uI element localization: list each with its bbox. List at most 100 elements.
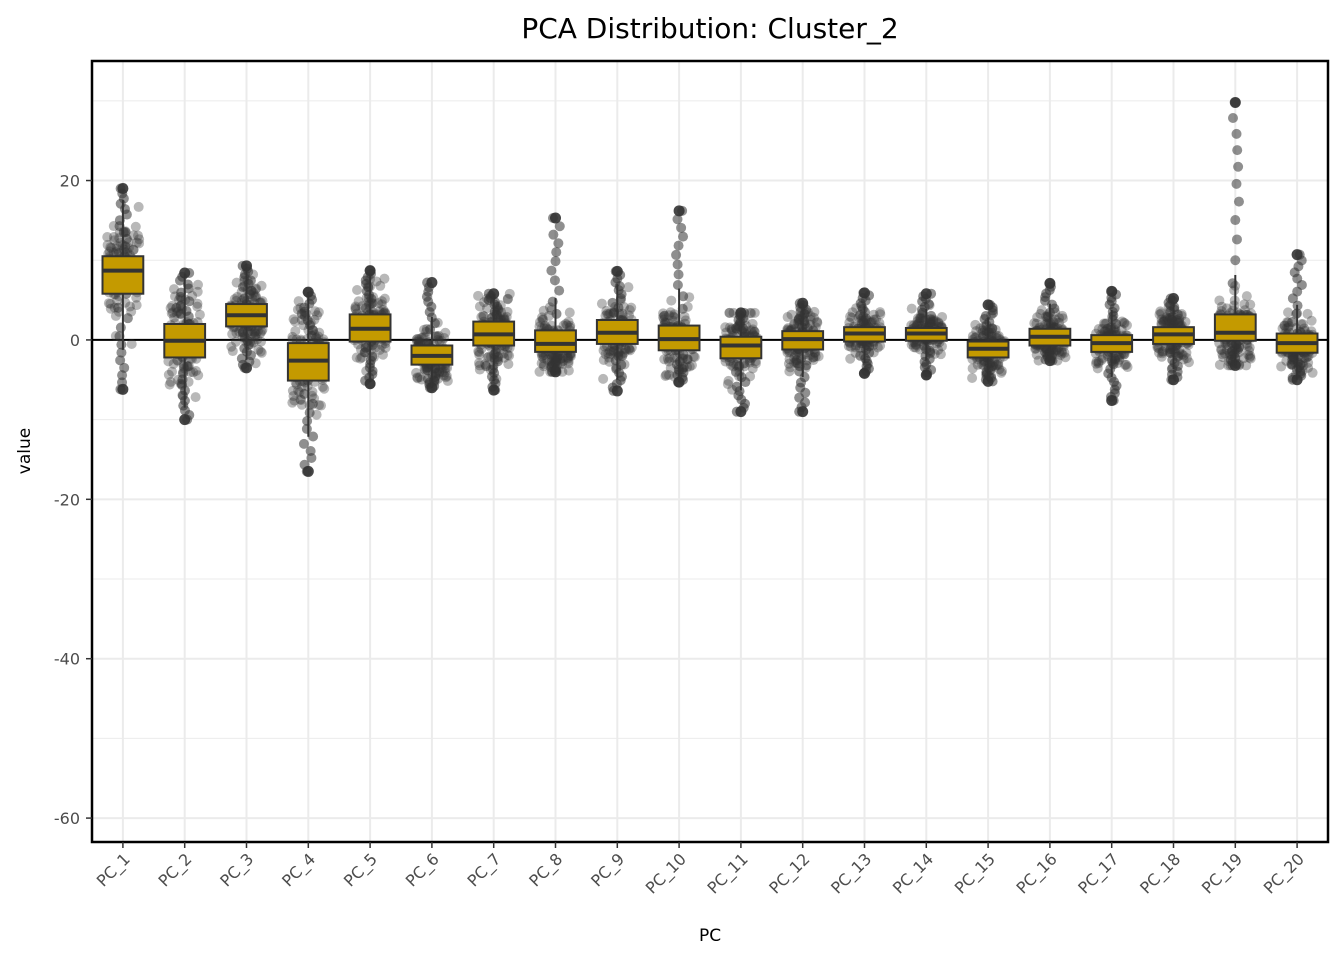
data-point xyxy=(720,322,731,333)
box-PC_1 xyxy=(101,255,145,295)
data-point xyxy=(287,331,298,342)
outlier-point xyxy=(611,385,623,397)
data-point xyxy=(1056,346,1067,357)
data-point xyxy=(440,363,451,374)
data-point xyxy=(548,229,559,240)
data-point xyxy=(1241,360,1252,371)
data-point xyxy=(227,346,238,357)
data-point xyxy=(563,358,574,369)
data-point xyxy=(812,317,823,328)
data-point xyxy=(110,310,121,321)
data-point xyxy=(1057,347,1068,358)
data-point xyxy=(441,370,452,381)
data-point xyxy=(1306,315,1317,326)
data-point xyxy=(164,379,175,390)
data-point xyxy=(598,345,609,356)
data-point xyxy=(1227,113,1238,124)
outlier-point xyxy=(550,212,561,224)
data-point xyxy=(134,238,145,249)
data-point xyxy=(967,373,978,384)
data-point xyxy=(664,353,675,364)
data-point xyxy=(1181,353,1192,364)
data-point xyxy=(412,372,423,383)
data-point xyxy=(482,352,493,363)
outlier-point xyxy=(920,288,932,300)
data-point xyxy=(1245,299,1256,310)
data-point xyxy=(564,307,575,318)
data-point xyxy=(502,306,513,317)
data-point xyxy=(659,354,670,365)
data-point xyxy=(317,381,328,392)
outlier-point xyxy=(1106,285,1118,297)
data-point xyxy=(843,341,854,352)
data-point xyxy=(377,349,388,360)
data-point xyxy=(103,298,114,309)
boxes-layer xyxy=(101,200,1319,437)
data-point xyxy=(130,221,141,232)
data-point xyxy=(626,342,637,353)
data-point xyxy=(376,299,387,310)
data-point xyxy=(250,329,261,340)
data-point xyxy=(1092,363,1103,374)
data-point xyxy=(163,356,174,367)
data-point xyxy=(1244,342,1255,353)
outlier-point xyxy=(1168,292,1179,304)
data-point xyxy=(936,341,947,352)
data-point xyxy=(167,307,178,318)
data-point xyxy=(1152,342,1163,353)
outlier-point xyxy=(117,383,129,395)
data-point xyxy=(601,305,612,316)
data-point xyxy=(194,309,205,320)
data-point xyxy=(379,293,390,304)
data-point xyxy=(312,310,323,321)
data-point xyxy=(1156,308,1167,319)
data-point xyxy=(122,313,133,324)
data-point xyxy=(288,391,299,402)
data-point xyxy=(668,311,679,322)
data-point xyxy=(255,346,266,357)
data-point xyxy=(474,360,485,371)
data-point xyxy=(1307,367,1318,378)
data-point xyxy=(411,336,422,347)
data-point xyxy=(1242,340,1253,351)
data-point xyxy=(105,298,116,309)
data-point xyxy=(534,366,545,377)
data-point xyxy=(476,311,487,322)
data-point xyxy=(256,347,267,358)
data-point xyxy=(288,314,299,325)
data-point xyxy=(607,297,618,308)
data-point xyxy=(935,349,946,360)
data-point xyxy=(287,385,298,396)
data-point xyxy=(1245,351,1256,362)
data-point xyxy=(544,310,555,321)
data-point xyxy=(786,309,797,320)
data-point xyxy=(671,249,682,260)
data-point xyxy=(1221,303,1232,314)
data-point xyxy=(411,367,422,378)
data-point xyxy=(564,350,575,361)
data-point xyxy=(193,370,204,381)
data-point xyxy=(192,279,203,290)
data-point xyxy=(550,256,561,267)
data-point xyxy=(1302,352,1313,363)
data-point xyxy=(1181,347,1192,358)
outlier-point xyxy=(364,378,376,390)
data-point xyxy=(308,431,319,442)
data-point xyxy=(971,326,982,337)
data-point xyxy=(133,201,144,212)
data-point xyxy=(801,360,812,371)
data-point xyxy=(669,309,680,320)
data-point xyxy=(131,237,142,248)
data-point xyxy=(191,366,202,377)
data-point xyxy=(845,311,856,322)
data-point xyxy=(1119,318,1130,329)
data-point xyxy=(664,370,675,381)
data-point xyxy=(869,314,880,325)
data-point xyxy=(562,320,573,331)
data-point xyxy=(1156,318,1167,329)
data-point xyxy=(658,308,669,319)
data-point xyxy=(418,332,429,343)
data-point xyxy=(478,311,489,322)
data-point xyxy=(850,342,861,353)
data-point xyxy=(996,365,1007,376)
